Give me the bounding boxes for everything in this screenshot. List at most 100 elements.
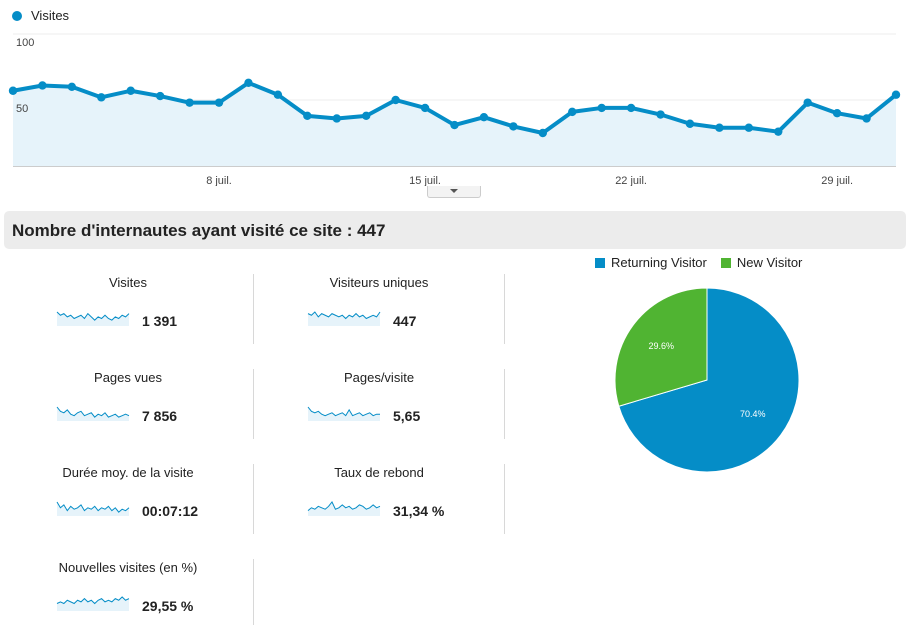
data-point[interactable] <box>862 114 871 123</box>
data-point[interactable] <box>97 93 106 102</box>
metric-divider <box>504 274 505 344</box>
metric-block: Durée moy. de la visite 00:07:12 <box>4 465 252 537</box>
metric-divider <box>253 464 254 534</box>
sparkline <box>56 406 130 421</box>
metric-divider <box>253 559 254 625</box>
metric-label: Visiteurs uniques <box>329 275 429 290</box>
legend-item-returning: Returning Visitor <box>595 255 707 270</box>
data-point[interactable] <box>185 98 194 107</box>
data-point[interactable] <box>273 90 283 99</box>
metric-label: Taux de rebond <box>334 465 424 480</box>
metric-block: Pages vues 7 856 <box>4 370 252 442</box>
data-point[interactable] <box>597 103 606 113</box>
metric-divider <box>253 369 254 439</box>
legend-series-name: Visites <box>31 8 70 23</box>
data-point[interactable] <box>774 127 783 136</box>
metric-label: Pages vues <box>94 370 162 385</box>
metric-block: Visites 1 391 <box>4 275 252 347</box>
pie-value-label: 29.6% <box>649 341 675 351</box>
sparkline-line <box>307 311 381 320</box>
metric-value: 31,34 % <box>393 503 445 519</box>
metric-block: Visiteurs uniques 447 <box>255 275 503 347</box>
legend-label-new: New Visitor <box>736 255 803 270</box>
metric-block: Pages/visite 5,65 <box>255 370 503 442</box>
sparkline-area <box>308 502 380 516</box>
data-point[interactable] <box>450 120 459 130</box>
sparkline <box>56 501 130 516</box>
data-point[interactable] <box>685 119 695 128</box>
data-point[interactable] <box>568 107 577 117</box>
data-point[interactable] <box>803 98 812 107</box>
metric-label: Nouvelles visites (en %) <box>58 560 198 575</box>
metric-divider <box>504 369 505 439</box>
x-tick-label: 15 juil. <box>409 175 441 186</box>
data-point[interactable] <box>303 111 312 121</box>
pie-legend: Returning Visitor New Visitor <box>595 255 816 270</box>
data-point[interactable] <box>155 91 165 101</box>
metric-divider <box>253 274 254 344</box>
data-point[interactable] <box>38 81 47 90</box>
sparkline-line <box>56 596 130 605</box>
sparkline <box>56 596 130 611</box>
data-point[interactable] <box>332 114 341 123</box>
sparkline-line <box>56 501 130 513</box>
x-tick-label: 29 juil. <box>821 175 853 186</box>
data-point[interactable] <box>832 109 842 118</box>
y-tick-label: 100 <box>16 37 34 49</box>
sparkline-area <box>308 407 380 421</box>
metric-block: Taux de rebond 31,34 % <box>255 465 503 537</box>
page-title: Nombre d'internautes ayant visité ce sit… <box>12 221 386 240</box>
data-point[interactable] <box>8 86 18 95</box>
data-point[interactable] <box>538 128 547 138</box>
data-point[interactable] <box>891 90 901 99</box>
metric-value: 00:07:12 <box>142 503 199 519</box>
data-point[interactable] <box>420 103 430 113</box>
sparkline-area <box>308 312 380 326</box>
series-color-swatch <box>12 10 22 21</box>
visits-line-chart: 100 50 8 juil. 15 juil. 22 juil. 29 juil. <box>8 33 901 186</box>
data-point[interactable] <box>715 123 724 132</box>
metric-value: 5,65 <box>393 408 421 424</box>
metric-label: Visites <box>108 275 148 290</box>
legend-label-returning: Returning Visitor <box>611 255 707 270</box>
data-point[interactable] <box>391 95 400 105</box>
data-point[interactable] <box>362 111 371 121</box>
data-point[interactable] <box>479 112 489 122</box>
sparkline-line <box>307 406 380 417</box>
sparkline <box>307 406 380 421</box>
metric-block: Nouvelles visites (en %) 29,55 % <box>4 560 252 632</box>
data-point[interactable] <box>126 86 135 95</box>
visitor-type-pie-chart: 70.4% 29.6% <box>614 287 800 473</box>
data-point[interactable] <box>744 123 754 132</box>
sparkline-line <box>56 406 130 418</box>
data-point[interactable] <box>214 98 224 107</box>
sparkline-area <box>57 597 129 611</box>
pie-slice-returning[interactable] <box>618 287 800 473</box>
data-point[interactable] <box>67 82 77 91</box>
metric-value: 1 391 <box>142 313 178 329</box>
data-point[interactable] <box>656 110 665 119</box>
metric-value: 7 856 <box>142 408 178 424</box>
sparkline-line <box>307 501 381 512</box>
data-point[interactable] <box>244 78 253 88</box>
new-swatch <box>720 257 731 268</box>
data-point[interactable] <box>509 122 518 131</box>
sparkline-area <box>57 502 129 516</box>
data-point[interactable] <box>626 103 636 113</box>
x-tick-label: 8 juil. <box>206 175 232 186</box>
sparkline-line <box>56 311 130 321</box>
summary-header: Nombre d'internautes ayant visité ce sit… <box>4 211 906 249</box>
legend-item-new: New Visitor <box>720 255 803 270</box>
sparkline-area <box>57 407 129 421</box>
main-chart-legend: Visites <box>12 8 69 23</box>
metric-value: 29,55 % <box>142 598 194 614</box>
metric-divider <box>504 464 505 534</box>
sparkline <box>307 311 381 326</box>
chart-expand-handle[interactable] <box>427 186 481 198</box>
metric-label: Pages/visite <box>343 370 415 385</box>
metric-value: 447 <box>393 313 417 329</box>
metric-label: Durée moy. de la visite <box>62 465 194 480</box>
returning-swatch <box>595 257 605 268</box>
x-tick-label: 22 juil. <box>615 175 647 186</box>
pie-slice-new[interactable] <box>614 287 708 407</box>
